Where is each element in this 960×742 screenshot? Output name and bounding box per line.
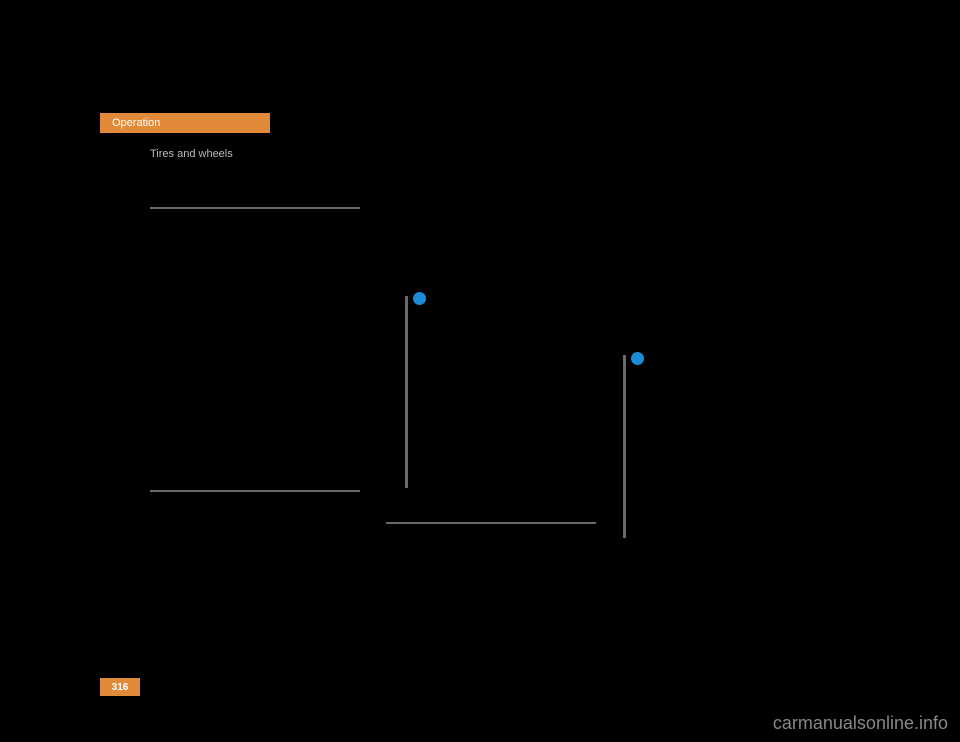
bullet-dot-icon bbox=[631, 352, 644, 365]
horizontal-rule bbox=[386, 522, 596, 524]
section-title: Tires and wheels bbox=[150, 148, 233, 160]
horizontal-rule bbox=[150, 490, 360, 492]
watermark-text: carmanualsonline.info bbox=[773, 713, 948, 734]
header-tab: Operation bbox=[100, 113, 270, 133]
horizontal-rule bbox=[150, 207, 360, 209]
vertical-rule bbox=[623, 355, 626, 538]
vertical-rule bbox=[405, 296, 408, 488]
page-number: 316 bbox=[112, 682, 129, 693]
page-number-tab: 316 bbox=[100, 678, 140, 696]
header-tab-label: Operation bbox=[112, 117, 160, 129]
bullet-dot-icon bbox=[413, 292, 426, 305]
